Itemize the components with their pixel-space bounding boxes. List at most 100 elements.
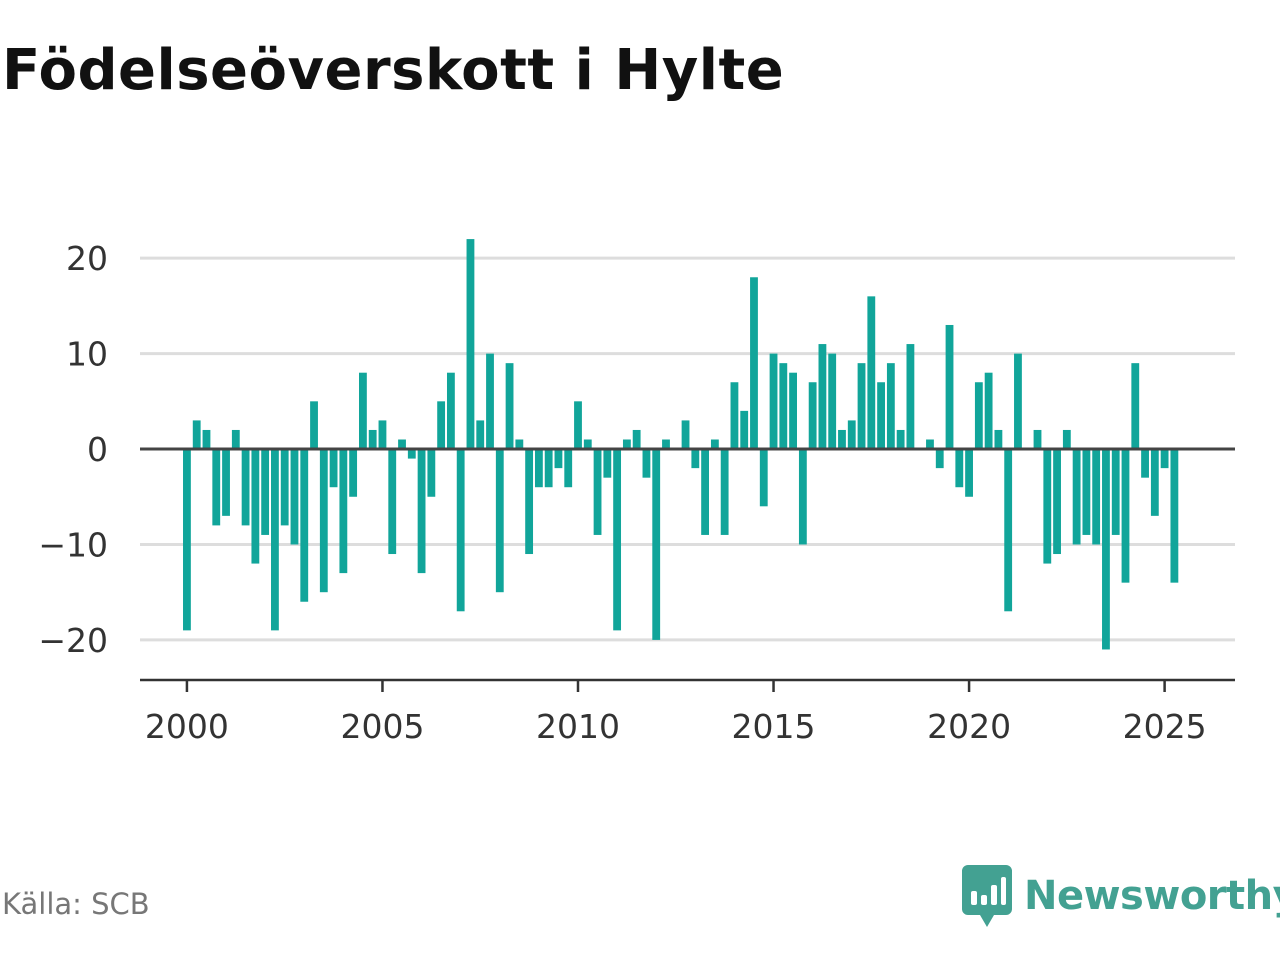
bar [1004,449,1013,612]
bar [857,363,866,450]
bar [1102,449,1110,650]
bar [1121,449,1130,583]
bar [886,363,895,450]
bar [1053,449,1061,555]
bar [446,372,455,450]
bar [926,439,934,450]
newsworthy-chart-icon [962,865,1012,927]
bar [1043,449,1052,564]
bar [701,449,710,535]
bar [476,420,485,450]
bar [994,429,1003,450]
bar [417,449,426,574]
y-tick-label: 20 [66,239,108,278]
bar [525,449,534,555]
y-tick-label: 0 [87,430,108,469]
bar [466,239,475,450]
bar [1170,449,1179,583]
bar [261,449,270,535]
bar [280,449,289,526]
x-tick-label: 2010 [536,707,620,746]
bar [838,429,846,450]
bar [965,449,973,497]
bar [398,439,406,450]
bar [183,449,191,631]
bar [808,382,817,450]
newsworthy-logo: Newsworthy [962,864,1280,928]
bar [622,439,631,450]
bar [945,324,954,450]
bar [652,449,661,640]
bar [847,420,856,450]
bar [583,439,592,450]
bar [1072,449,1081,545]
bar [642,449,651,478]
bar [896,429,905,450]
bar [1092,449,1101,545]
bar [1014,353,1022,450]
bar [290,449,299,545]
bar [388,449,397,555]
source-note: Källa: SCB [2,887,150,921]
bar [710,439,719,450]
bar [437,401,446,450]
bar [818,344,827,450]
bar [779,363,788,450]
bar [407,449,416,459]
bar [251,449,260,564]
bar [192,420,201,450]
chart-title: Födelseöverskott i Hylte [2,38,785,103]
y-tick-label: 10 [66,335,108,374]
bar [828,353,837,450]
bar [1131,363,1140,450]
bar [720,449,729,535]
bar [241,449,250,526]
bar [681,420,690,450]
bar [906,344,915,450]
bar [456,449,465,612]
bars [183,239,1179,650]
bar [222,449,230,516]
brand-name: Newsworthy [1024,873,1280,919]
bar [750,277,758,450]
bar [740,410,749,450]
bar [495,449,504,593]
bar [554,449,563,469]
bar [1141,449,1149,478]
bar [984,372,993,450]
bar [574,401,582,450]
bar [349,449,358,497]
bar [486,353,494,450]
bar [593,449,602,535]
x-tick-label: 2020 [927,707,1011,746]
bar [1062,429,1071,450]
bar [339,449,348,574]
bar [613,449,622,631]
bar [515,439,524,450]
bar [310,401,318,450]
bar [877,382,885,450]
x-tick-label: 2025 [1123,707,1207,746]
bar [544,449,553,488]
bar [368,429,377,450]
bar [759,449,768,507]
bar [798,449,807,545]
bar [505,363,514,450]
bar [564,449,573,488]
bar [1111,449,1120,535]
bar [691,449,700,469]
bar [1160,449,1169,469]
bar [1150,449,1159,516]
bar [231,429,240,450]
bar [1082,449,1091,535]
bar [662,439,670,450]
bar [730,382,739,450]
bar [378,420,387,450]
bar [867,296,876,450]
x-tick-label: 2005 [340,707,424,746]
y-tick-label: −20 [38,621,108,660]
bar [603,449,612,478]
bar [359,372,367,450]
bar [300,449,309,602]
